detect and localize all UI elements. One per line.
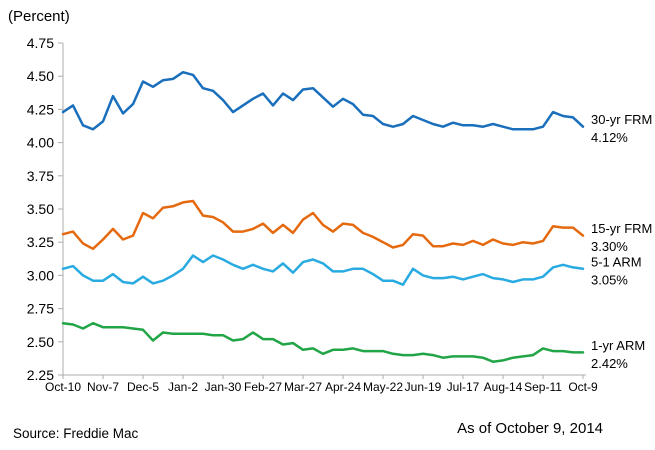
x-tick-label: Dec-5 — [127, 380, 159, 394]
x-tick-label: Jan-30 — [205, 380, 242, 394]
series-line-30-yr-frm — [61, 70, 585, 131]
y-tick-label: 2.50 — [27, 334, 54, 350]
x-tick-label: Oct-10 — [45, 380, 81, 394]
series-value-label-5-1-arm: 3.05% — [591, 272, 628, 287]
y-tick-label: 4.00 — [27, 135, 54, 151]
series-name-label-1-yr-arm: 1-yr ARM — [591, 338, 645, 353]
y-tick-label: 3.25 — [27, 234, 54, 250]
x-tick-label: Oct-9 — [568, 380, 598, 394]
y-tick-label: 4.50 — [27, 68, 54, 84]
series-line-1-yr-arm — [61, 321, 585, 363]
x-tick-label: May-22 — [363, 380, 403, 394]
series-value-label-15-yr-frm: 3.30% — [591, 239, 628, 254]
y-tick-label: 4.25 — [27, 101, 54, 117]
y-tick-label: 3.75 — [27, 168, 54, 184]
y-tick-label: 2.25 — [27, 367, 54, 383]
series-name-label-5-1-arm: 5-1 ARM — [591, 254, 642, 269]
series-value-label-30-yr-frm: 4.12% — [591, 130, 628, 145]
x-tick-label: Feb-27 — [244, 380, 282, 394]
source-note: Source: Freddie Mac — [13, 426, 139, 441]
series-value-label-1-yr-arm: 2.42% — [591, 356, 628, 371]
x-tick-label: Sep-11 — [524, 380, 562, 394]
x-tick-label: Aug-14 — [484, 380, 523, 394]
y-tick-label: 4.75 — [27, 35, 54, 51]
y-tick-label: 3.00 — [27, 267, 54, 283]
x-tick-label: Nov-7 — [87, 380, 119, 394]
x-tick-label: Jul-17 — [447, 380, 480, 394]
as-of-date: As of October 9, 2014 — [457, 420, 603, 437]
series-name-label-30-yr-frm: 30-yr FRM — [591, 112, 652, 127]
x-tick-label: Apr-24 — [325, 380, 361, 394]
y-tick-label: 3.50 — [27, 201, 54, 217]
series-name-label-15-yr-frm: 15-yr FRM — [591, 221, 652, 236]
y-axis-unit-label: (Percent) — [8, 8, 70, 25]
x-tick-label: Jun-19 — [405, 380, 442, 394]
y-tick-label: 2.75 — [27, 301, 54, 317]
x-tick-label: Mar-27 — [284, 380, 322, 394]
x-tick-label: Jan-2 — [168, 380, 198, 394]
series-line-5-1-arm — [61, 254, 585, 286]
series-line-15-yr-frm — [61, 199, 585, 251]
